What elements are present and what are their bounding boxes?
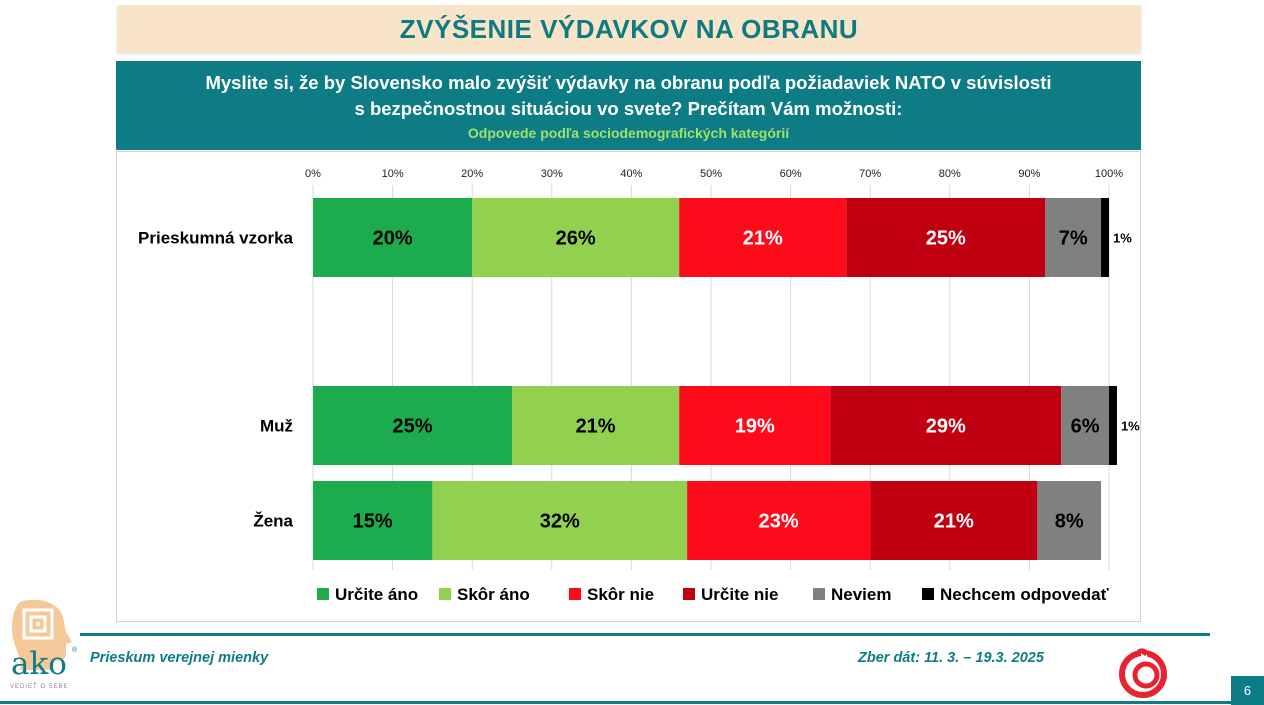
question-box: Myslite si, že by Slovensko malo zvýšiť … (116, 61, 1141, 150)
bar-segment (432, 481, 688, 560)
red-spiral-logo-icon (1119, 648, 1167, 698)
bar-segment (1045, 198, 1102, 277)
x-tick-label: 40% (620, 168, 642, 180)
x-tick-label: 100% (1095, 168, 1123, 180)
x-tick-label: 0% (305, 168, 321, 180)
page-number: 6 (1231, 676, 1264, 705)
data-label: 21% (934, 511, 974, 533)
legend-swatch (569, 588, 581, 600)
x-tick-label: 90% (1018, 168, 1040, 180)
page-title: ZVÝŠENIE VÝDAVKOV NA OBRANU (399, 13, 859, 44)
bar-segment (313, 481, 433, 560)
category-label: Žena (253, 512, 293, 531)
data-label: 20% (373, 228, 413, 250)
x-tick-label: 50% (700, 168, 722, 180)
data-label: 32% (540, 511, 580, 533)
legend-swatch (439, 588, 451, 600)
data-label: 25% (926, 228, 966, 250)
question-subtitle: Odpovede podľa sociodemografických kateg… (467, 125, 790, 141)
bar-segment (870, 481, 1038, 560)
footer-survey-label: Prieskum verejnej mienky (90, 650, 269, 666)
footer-bottom-line (0, 701, 1264, 704)
x-tick-label: 60% (780, 168, 802, 180)
question-line-1: Myslite si, že by Slovensko malo zvýšiť … (205, 72, 1052, 93)
bar-segment (830, 386, 1062, 465)
data-label: 26% (556, 228, 596, 250)
data-label: 6% (1071, 416, 1100, 438)
bar-segment (1061, 386, 1109, 465)
legend-label: Určite nie (701, 585, 778, 604)
category-label: Prieskumná vzorka (138, 229, 294, 248)
question-line-2: s bezpečnostnou situáciou vo svete? Preč… (354, 98, 903, 119)
bar-segment (679, 386, 831, 465)
bar-segment (1109, 386, 1117, 465)
legend-label: Nechcem odpovedať (940, 585, 1110, 604)
data-label: 15% (353, 511, 393, 533)
legend-label: Skôr áno (457, 585, 530, 604)
data-label: 29% (926, 416, 966, 438)
x-tick-label: 20% (461, 168, 483, 180)
data-label: 8% (1055, 511, 1084, 533)
legend-swatch (813, 588, 825, 600)
ako-head-logo-icon (12, 599, 72, 670)
bar-segment (679, 198, 847, 277)
bar-segment (1037, 481, 1102, 560)
footer-divider (80, 633, 1210, 636)
bar-segment (1101, 198, 1109, 277)
chart-frame: 0% 10% 20% 30% 40% 50% 60% 70% 80% 90% 100% Priesku… (116, 151, 1141, 622)
data-label: 1% (1121, 419, 1140, 434)
data-label: 21% (743, 228, 783, 250)
x-tick-label: 80% (939, 168, 961, 180)
data-label: 25% (392, 416, 432, 438)
x-tick-label: 10% (382, 168, 404, 180)
legend-label: Skôr nie (587, 585, 654, 604)
x-tick-label: 30% (541, 168, 563, 180)
footer-collection-dates: Zber dát: 11. 3. – 19.3. 2025 (858, 650, 1044, 666)
bar-segment (846, 198, 1046, 277)
bar-segment (512, 386, 680, 465)
bar-segment (313, 198, 473, 277)
stacked-bar-chart: 0% 10% 20% 30% 40% 50% 60% 70% 80% 90% 100% Priesku… (138, 168, 1140, 604)
bar-segment (472, 198, 680, 277)
registered-mark-icon: ® (72, 647, 78, 654)
bar-segment (687, 481, 871, 560)
bar-segment (313, 386, 512, 465)
logo-tagline: VEDIEŤ O SEBE (10, 684, 69, 690)
legend-swatch (922, 588, 934, 600)
data-label: 23% (759, 511, 799, 533)
data-label: 1% (1113, 231, 1132, 246)
legend-swatch (317, 588, 329, 600)
legend-swatch (683, 588, 695, 600)
title-banner: ZVÝŠENIE VÝDAVKOV NA OBRANU (117, 5, 1141, 53)
data-label: 19% (735, 416, 775, 438)
data-label: 21% (576, 416, 616, 438)
ako-logo-text: ako (11, 646, 67, 682)
legend-label: Určite áno (335, 585, 418, 604)
x-tick-label: 70% (859, 168, 881, 180)
data-label: 7% (1059, 228, 1088, 250)
category-label: Muž (260, 417, 293, 436)
legend-label: Neviem (831, 585, 891, 604)
